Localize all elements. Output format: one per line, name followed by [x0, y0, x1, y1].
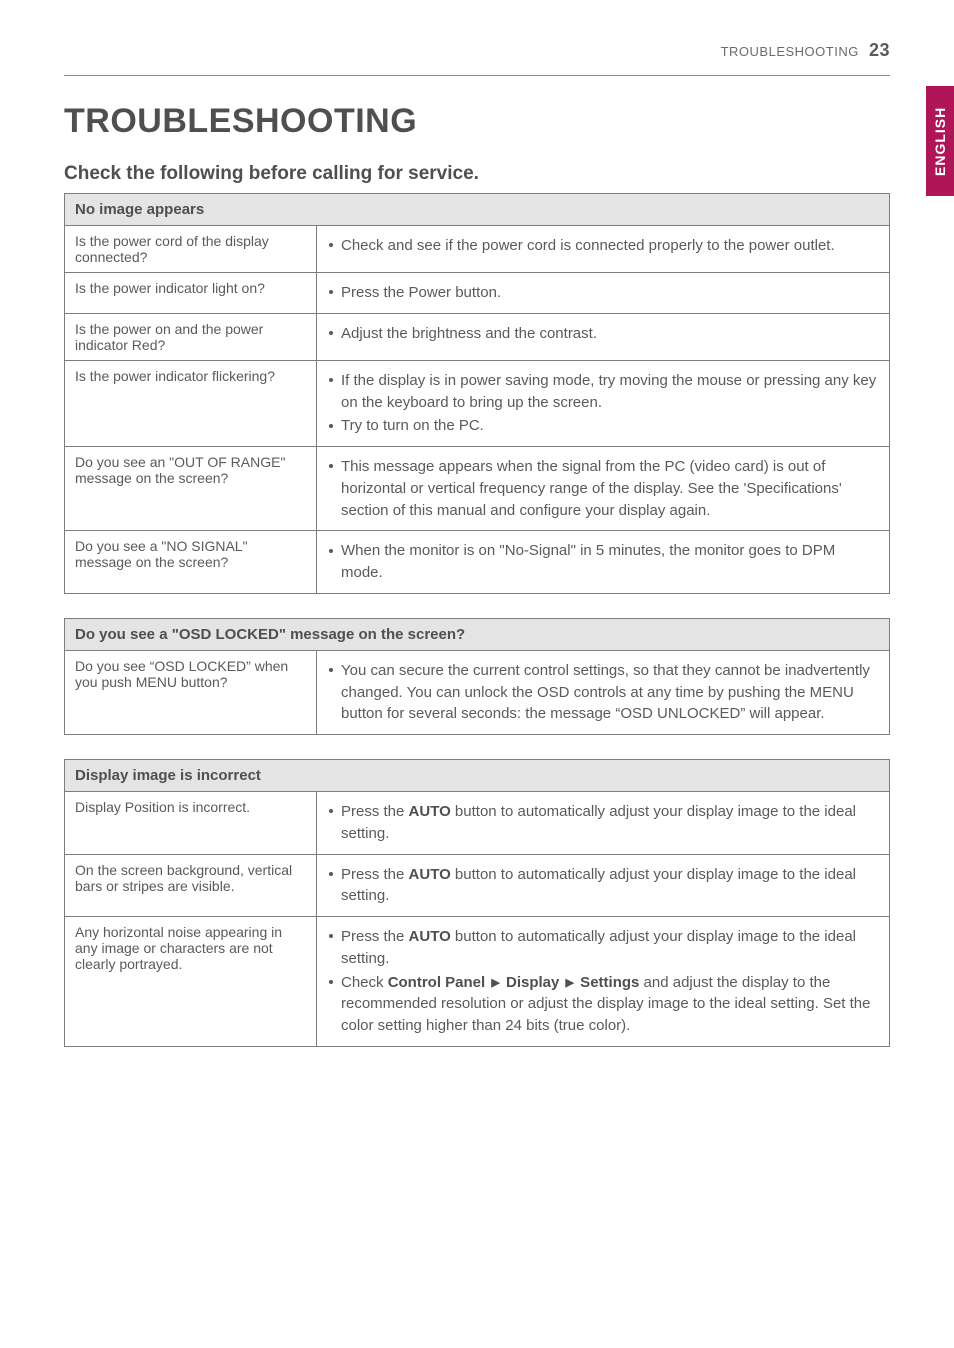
bullet-list: When the monitor is on "No-Signal" in 5 …	[327, 540, 879, 584]
question-cell: Do you see a "NO SIGNAL" message on the …	[65, 531, 317, 594]
table-body: Display Position is incorrect.Press the …	[65, 792, 890, 1047]
page-number: 23	[869, 40, 890, 60]
table-row: On the screen background, vertical bars …	[65, 854, 890, 917]
bullet-item: You can secure the current control setti…	[327, 660, 879, 725]
page-subtitle: Check the following before calling for s…	[64, 163, 890, 185]
running-head: TROUBLESHOOTING 23	[64, 40, 890, 61]
bullet-item: Press the Power button.	[327, 282, 879, 304]
bullet-item: Press the AUTO button to automatically a…	[327, 864, 879, 908]
question-cell: Is the power cord of the display connect…	[65, 226, 317, 273]
table-display-incorrect: Display image is incorrect Display Posit…	[64, 759, 890, 1047]
bullet-list: If the display is in power saving mode, …	[327, 370, 879, 437]
table-row: Is the power indicator flickering?If the…	[65, 360, 890, 446]
table-header: No image appears	[65, 194, 890, 226]
answer-cell: Adjust the brightness and the contrast.	[317, 313, 890, 360]
bullet-list: This message appears when the signal fro…	[327, 456, 879, 521]
question-cell: Do you see “OSD LOCKED” when you push ME…	[65, 650, 317, 734]
answer-cell: Press the AUTO button to automatically a…	[317, 854, 890, 917]
question-cell: Is the power on and the power indicator …	[65, 313, 317, 360]
question-cell: Is the power indicator flickering?	[65, 360, 317, 446]
question-cell: Is the power indicator light on?	[65, 273, 317, 314]
table-no-image: No image appears Is the power cord of th…	[64, 193, 890, 594]
question-cell: Display Position is incorrect.	[65, 792, 317, 855]
running-head-label: TROUBLESHOOTING	[721, 44, 859, 59]
table-row: Any horizontal noise appearing in any im…	[65, 917, 890, 1047]
bullet-item: Check Control Panel Display Settings and…	[327, 972, 879, 1037]
table-row: Do you see a "NO SIGNAL" message on the …	[65, 531, 890, 594]
bullet-item: Press the AUTO button to automatically a…	[327, 801, 879, 845]
question-cell: On the screen background, vertical bars …	[65, 854, 317, 917]
page-title: TROUBLESHOOTING	[64, 102, 890, 141]
bullet-item: Press the AUTO button to automatically a…	[327, 926, 879, 970]
language-tab: ENGLISH	[926, 86, 954, 196]
bullet-item: This message appears when the signal fro…	[327, 456, 879, 521]
answer-cell: If the display is in power saving mode, …	[317, 360, 890, 446]
table-header: Do you see a "OSD LOCKED" message on the…	[65, 618, 890, 650]
table-header: Display image is incorrect	[65, 760, 890, 792]
bullet-item: Adjust the brightness and the contrast.	[327, 323, 879, 345]
answer-cell: You can secure the current control setti…	[317, 650, 890, 734]
table-row: Do you see “OSD LOCKED” when you push ME…	[65, 650, 890, 734]
answer-cell: When the monitor is on "No-Signal" in 5 …	[317, 531, 890, 594]
question-cell: Any horizontal noise appearing in any im…	[65, 917, 317, 1047]
header-rule	[64, 75, 890, 76]
table-body: Is the power cord of the display connect…	[65, 226, 890, 594]
answer-cell: Press the Power button.	[317, 273, 890, 314]
table-row: Is the power cord of the display connect…	[65, 226, 890, 273]
bullet-item: Try to turn on the PC.	[327, 415, 879, 437]
table-osd-locked: Do you see a "OSD LOCKED" message on the…	[64, 618, 890, 735]
table-row: Display Position is incorrect.Press the …	[65, 792, 890, 855]
bullet-list: Check and see if the power cord is conne…	[327, 235, 879, 257]
bullet-item: Check and see if the power cord is conne…	[327, 235, 879, 257]
bullet-item: If the display is in power saving mode, …	[327, 370, 879, 414]
answer-cell: Check and see if the power cord is conne…	[317, 226, 890, 273]
bullet-item: When the monitor is on "No-Signal" in 5 …	[327, 540, 879, 584]
bullet-list: Press the AUTO button to automatically a…	[327, 926, 879, 1037]
bullet-list: Press the Power button.	[327, 282, 879, 304]
table-body: Do you see “OSD LOCKED” when you push ME…	[65, 650, 890, 734]
question-cell: Do you see an "OUT OF RANGE" message on …	[65, 447, 317, 531]
answer-cell: Press the AUTO button to automatically a…	[317, 917, 890, 1047]
bullet-list: Press the AUTO button to automatically a…	[327, 801, 879, 845]
answer-cell: Press the AUTO button to automatically a…	[317, 792, 890, 855]
bullet-list: Press the AUTO button to automatically a…	[327, 864, 879, 908]
answer-cell: This message appears when the signal fro…	[317, 447, 890, 531]
bullet-list: You can secure the current control setti…	[327, 660, 879, 725]
table-row: Is the power on and the power indicator …	[65, 313, 890, 360]
table-row: Do you see an "OUT OF RANGE" message on …	[65, 447, 890, 531]
table-row: Is the power indicator light on? Press th…	[65, 273, 890, 314]
bullet-list: Adjust the brightness and the contrast.	[327, 323, 879, 345]
